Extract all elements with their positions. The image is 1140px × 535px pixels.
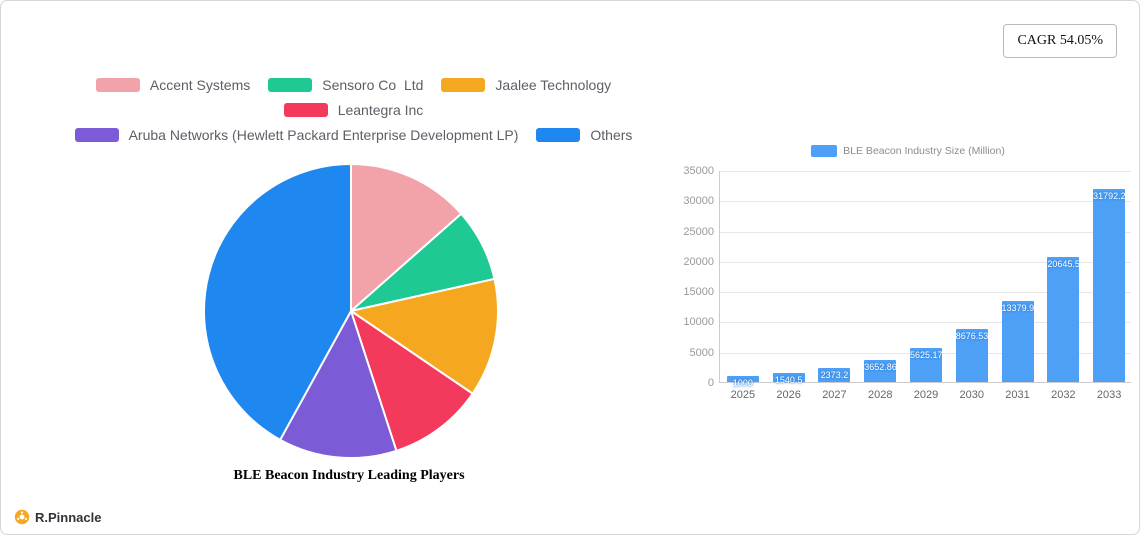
legend-item-others[interactable]: Others xyxy=(536,127,632,143)
pie-chart xyxy=(201,161,501,461)
pie-slice-accent-systems[interactable] xyxy=(350,162,463,314)
gridline xyxy=(720,171,1131,172)
legend-swatch xyxy=(74,128,119,142)
y-axis-tick-label: 10000 xyxy=(683,316,714,329)
legend-swatch xyxy=(268,78,313,92)
gridline xyxy=(720,231,1131,233)
y-axis-tick-label: 15000 xyxy=(683,286,714,299)
gridline xyxy=(720,201,1131,203)
x-axis-tick-label: 2027 xyxy=(822,389,847,401)
legend-row: Aruba Networks (Hewlett Packard Enterpri… xyxy=(74,127,632,143)
legend-swatch xyxy=(95,78,140,92)
y-axis-tick-label: 5000 xyxy=(689,346,714,359)
brand[interactable]: R.Pinnacle xyxy=(14,509,101,525)
legend-swatch xyxy=(441,78,486,92)
legend-item-sensoro-co-ltd[interactable]: Sensoro Co Ltd xyxy=(268,77,423,93)
x-axis-tick-label: 2025 xyxy=(730,389,756,401)
bar-2033[interactable] xyxy=(1093,189,1126,382)
gridline xyxy=(720,322,1131,324)
bar-plot-area: 0 5000 10000 15000 20000 25000 30000 35000 1000 2… xyxy=(683,165,1131,401)
legend-row: Accent Systems Sensoro Co Ltd Jaalee Techn… xyxy=(95,77,611,93)
legend-label: Others xyxy=(590,127,633,143)
brand-name: R.Pinnacle xyxy=(35,509,102,525)
legend-item-jaalee-technology[interactable]: Jaalee Technology xyxy=(441,77,611,93)
legend-label: Accent Systems xyxy=(149,77,251,93)
bar-2028[interactable] xyxy=(864,359,897,382)
legend-label: Leantegra Inc xyxy=(337,102,424,118)
bar-legend-label: BLE Beacon Industry Size (Million) xyxy=(843,145,1005,157)
x-axis-tick-label: 2030 xyxy=(959,389,984,401)
bar-chart: BLE Beacon Industry Size (Million) 0 5000… xyxy=(677,143,1139,423)
legend-swatch xyxy=(283,103,328,117)
x-axis-tick-label: 2026 xyxy=(776,389,801,401)
legend-item-accent-systems[interactable]: Accent Systems xyxy=(95,77,251,93)
pie-slice-leantegra-inc[interactable] xyxy=(349,308,474,453)
bar-2027[interactable] xyxy=(818,367,851,382)
pie-legend: Accent Systems Sensoro Co Ltd Jaalee Techn… xyxy=(26,77,681,143)
pie-slice-aruba-networks-hewlett-packard-enterpris[interactable] xyxy=(278,308,398,459)
y-axis-tick-label: 25000 xyxy=(683,225,714,238)
legend-label: Sensoro Co Ltd xyxy=(322,77,424,93)
bar-2026[interactable] xyxy=(772,372,805,382)
legend-swatch xyxy=(536,128,581,142)
y-axis-tick-label: 0 xyxy=(707,377,714,389)
bar-legend-swatch xyxy=(811,145,838,157)
y-axis-tick-label: 30000 xyxy=(683,195,714,208)
x-axis-tick-label: 2032 xyxy=(1051,389,1076,401)
legend-label: Aruba Networks (Hewlett Packard Enterpri… xyxy=(128,127,519,143)
bar-2031[interactable] xyxy=(1001,300,1034,382)
bar-2025[interactable] xyxy=(726,375,759,382)
legend-item-aruba-networks-hewlett-packard-enterpris[interactable]: Aruba Networks (Hewlett Packard Enterpri… xyxy=(74,127,519,143)
bar-legend[interactable]: BLE Beacon Industry Size (Million) xyxy=(677,143,1139,159)
bar-2032[interactable] xyxy=(1047,256,1080,382)
pie-slice-jaalee-technology[interactable] xyxy=(348,277,499,396)
x-axis-tick-label: 2029 xyxy=(913,389,939,401)
pie-slice-others[interactable] xyxy=(203,162,352,442)
legend-row: Leantegra Inc xyxy=(283,102,424,118)
x-axis-tick-label: 2028 xyxy=(867,389,893,401)
legend-item-leantegra-inc[interactable]: Leantegra Inc xyxy=(283,102,424,118)
cagr-badge: CAGR 54.05% xyxy=(1003,24,1117,58)
legend-label: Jaalee Technology xyxy=(495,77,612,93)
bar-2030[interactable] xyxy=(955,329,988,382)
pie-title: BLE Beacon Industry Leading Players xyxy=(233,468,465,483)
bar-2029[interactable] xyxy=(910,347,942,382)
brand-logo-icon xyxy=(14,509,30,525)
pie-svg xyxy=(203,162,499,459)
gridline xyxy=(720,261,1131,263)
y-axis-tick-label: 35000 xyxy=(683,165,714,177)
gridline xyxy=(720,292,1131,294)
y-axis-tick-label: 20000 xyxy=(683,255,714,268)
x-axis-tick-label: 2031 xyxy=(1005,389,1030,401)
x-axis-tick-label: 2033 xyxy=(1096,389,1122,401)
